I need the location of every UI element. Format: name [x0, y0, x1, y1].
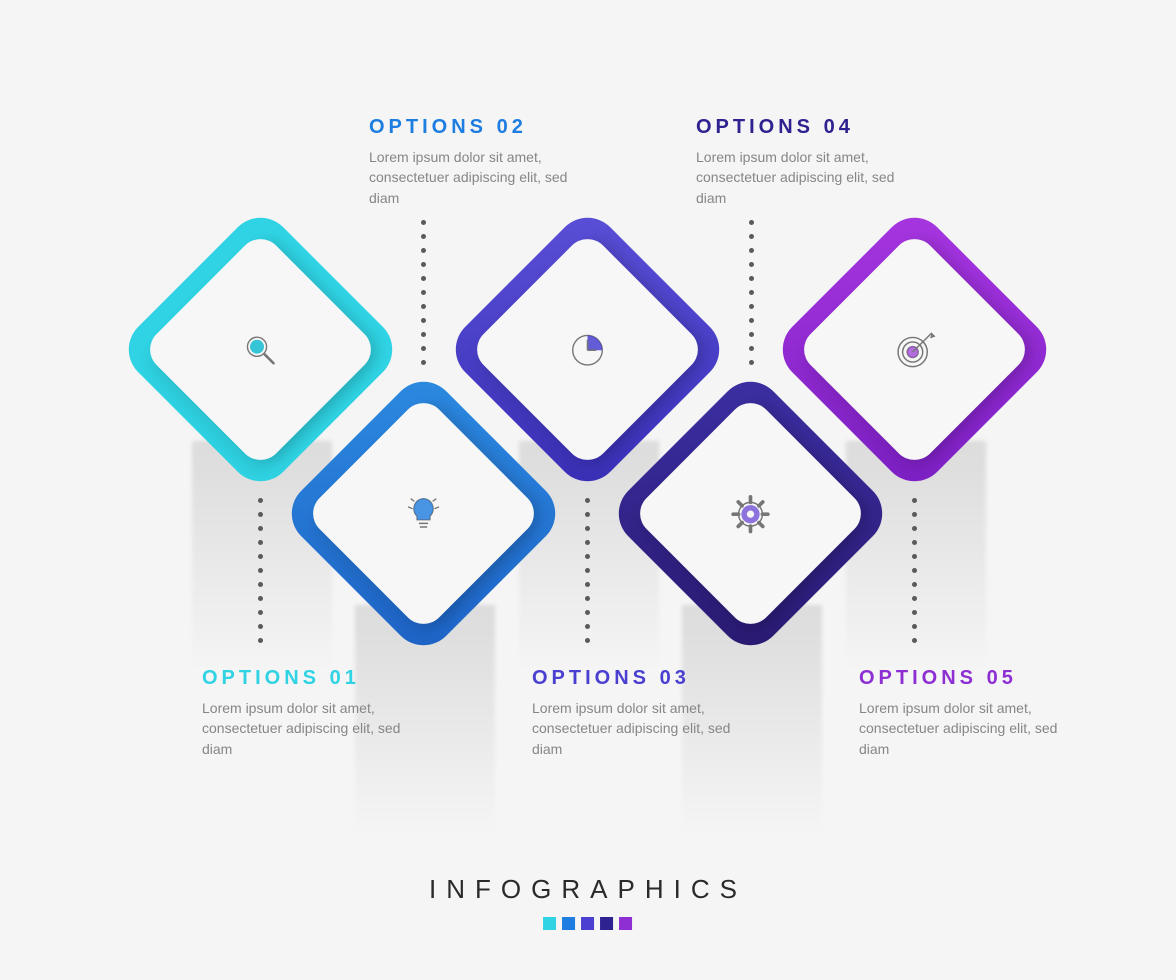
bulb-icon	[400, 490, 446, 536]
option-block-4: OPTIONS 04 Lorem ipsum dolor sit amet, co…	[696, 116, 906, 208]
option-title: OPTIONS 05	[859, 667, 1069, 690]
magnifier-icon	[237, 326, 283, 372]
option-title: OPTIONS 01	[202, 667, 412, 690]
palette-swatch	[562, 917, 575, 930]
connector-dots	[912, 498, 918, 652]
option-title: OPTIONS 02	[369, 116, 579, 139]
target-icon	[891, 326, 937, 372]
clock-icon	[564, 326, 610, 372]
palette-swatch	[619, 917, 632, 930]
connector-dots	[749, 220, 755, 374]
option-title: OPTIONS 04	[696, 116, 906, 139]
option-body: Lorem ipsum dolor sit amet, consectetuer…	[532, 698, 742, 759]
option-body: Lorem ipsum dolor sit amet, consectetuer…	[859, 698, 1069, 759]
footer-palette	[429, 917, 747, 930]
connector-dots	[421, 220, 427, 374]
option-body: Lorem ipsum dolor sit amet, consectetuer…	[696, 147, 906, 208]
infographic-stage: OPTIONS 01 Lorem ipsum dolor sit amet, co…	[0, 0, 1176, 980]
option-block-5: OPTIONS 05 Lorem ipsum dolor sit amet, co…	[859, 667, 1069, 759]
option-block-1: OPTIONS 01 Lorem ipsum dolor sit amet, co…	[202, 667, 412, 759]
option-block-2: OPTIONS 02 Lorem ipsum dolor sit amet, co…	[369, 116, 579, 208]
option-body: Lorem ipsum dolor sit amet, consectetuer…	[369, 147, 579, 208]
option-body: Lorem ipsum dolor sit amet, consectetuer…	[202, 698, 412, 759]
option-title: OPTIONS 03	[532, 667, 742, 690]
connector-dots	[258, 498, 264, 652]
footer: INFOGRAPHICS	[429, 874, 747, 930]
option-block-3: OPTIONS 03 Lorem ipsum dolor sit amet, co…	[532, 667, 742, 759]
connector-dots	[585, 498, 591, 652]
palette-swatch	[600, 917, 613, 930]
footer-title: INFOGRAPHICS	[429, 874, 747, 905]
gear-icon	[727, 490, 773, 536]
palette-swatch	[543, 917, 556, 930]
palette-swatch	[581, 917, 594, 930]
